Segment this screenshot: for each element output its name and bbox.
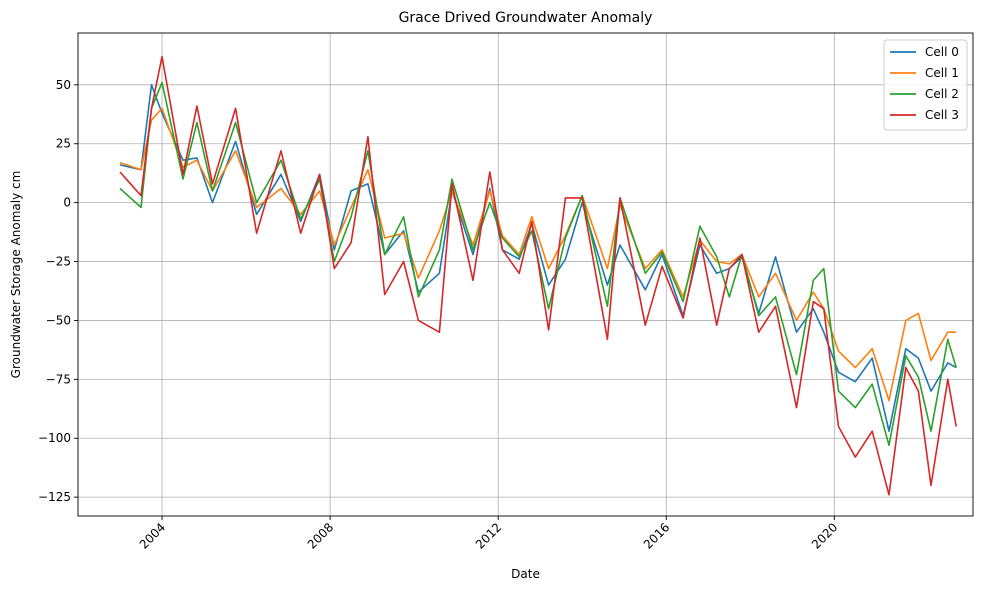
y-tick-label: −25 [46, 255, 71, 269]
series-line-cell-2 [119, 81, 957, 447]
y-axis: 50 25 0 −25 −50 −75 −100 −125 [38, 78, 78, 504]
legend-entry: Cell 3 [925, 108, 959, 122]
y-tick-label: −50 [46, 313, 71, 327]
legend-box [883, 39, 968, 131]
y-tick-label: 50 [56, 78, 71, 92]
y-tick-label: −125 [38, 490, 71, 504]
legend-entry: Cell 1 [925, 66, 959, 80]
legend: Cell 0 Cell 1 Cell 2 Cell 3 [883, 39, 968, 131]
y-tick-label: 25 [56, 137, 71, 151]
x-axis-label: Date [511, 567, 540, 581]
grid [78, 33, 973, 516]
y-tick-label: −100 [38, 431, 71, 445]
series-line-cell-3 [119, 55, 957, 496]
chart-title: Grace Drived Groundwater Anomaly [399, 10, 653, 26]
y-tick-label: 0 [63, 196, 71, 210]
series-line-cell-1 [119, 107, 957, 402]
y-tick-label: −75 [46, 372, 71, 386]
legend-entry: Cell 0 [925, 45, 959, 59]
y-axis-label: Groundwater Storage Anomaly cm [9, 171, 23, 379]
plot-frame [77, 32, 974, 517]
series-layer [119, 55, 957, 496]
legend-entry: Cell 2 [925, 87, 959, 101]
